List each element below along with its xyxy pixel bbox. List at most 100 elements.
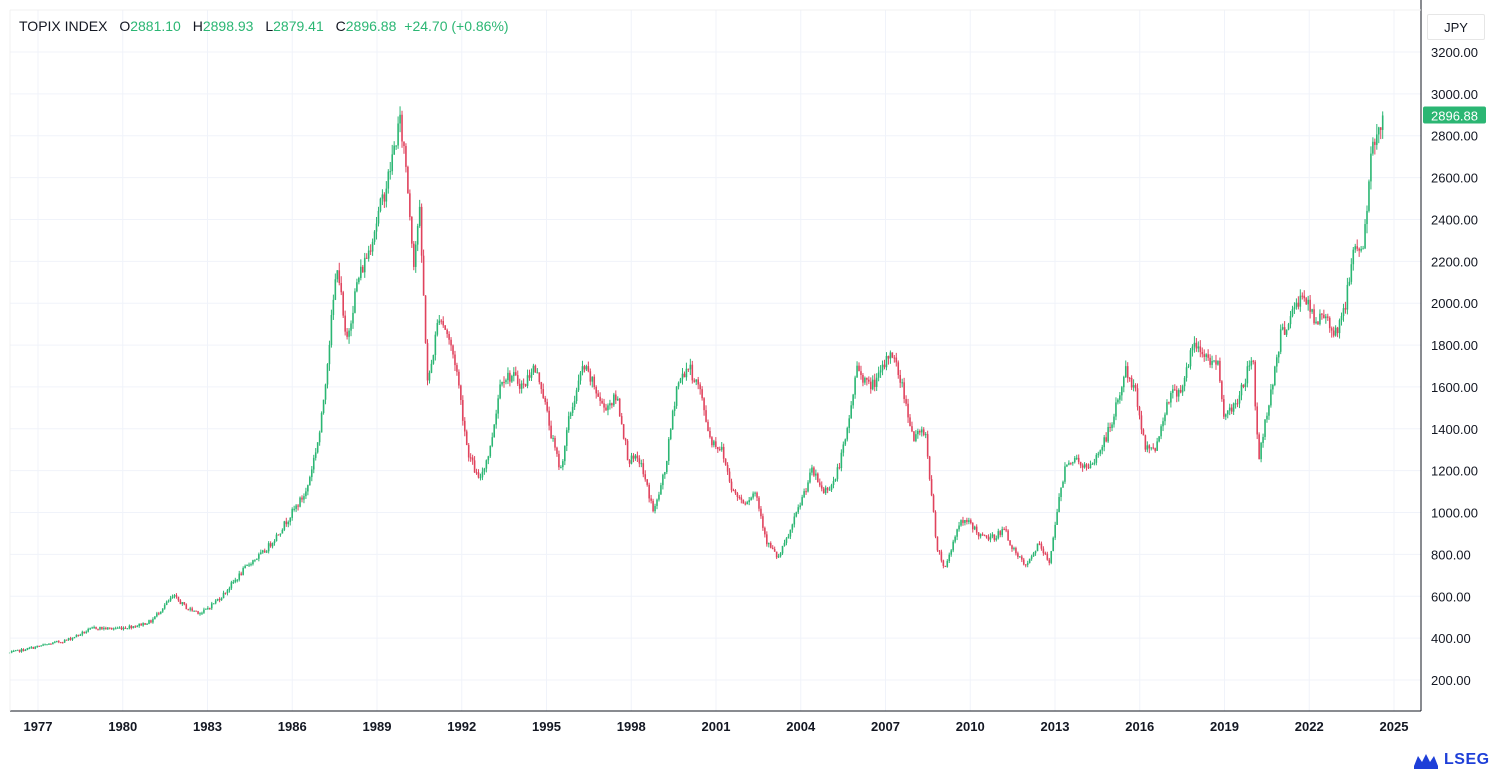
candle-body [1268, 405, 1270, 416]
candle-body [507, 372, 509, 381]
candle-body [1379, 127, 1382, 130]
candle-body [354, 291, 356, 313]
candle-body [632, 455, 635, 459]
candle-body [360, 266, 362, 278]
candle-body [169, 598, 172, 601]
candle-body [1236, 403, 1239, 405]
candle-body [679, 378, 682, 383]
candle-body [866, 377, 868, 380]
candles[interactable] [8, 106, 1384, 654]
candle-body [532, 365, 535, 373]
candle-body [246, 564, 248, 566]
candle-body [136, 626, 139, 628]
candle-body [567, 416, 570, 431]
candle-body [258, 554, 260, 559]
candle-body [144, 623, 146, 625]
candle-body [95, 627, 97, 629]
candle-body [1015, 548, 1017, 554]
candle-body [285, 521, 288, 525]
candle-body [709, 431, 711, 438]
candle-body [940, 551, 943, 561]
candle-body [499, 384, 501, 399]
candle-body [942, 560, 945, 566]
candle-body [503, 382, 505, 384]
candle-body [901, 382, 903, 384]
candle-body [369, 250, 372, 252]
candle-body [554, 437, 556, 448]
candle-body [575, 390, 578, 402]
candle-body [660, 485, 662, 495]
candle-body [1195, 342, 1198, 349]
candle-body [69, 638, 72, 640]
candle-body [1368, 181, 1370, 211]
candle-body [159, 611, 162, 614]
candle-body [273, 541, 276, 543]
candle-body [811, 467, 813, 473]
candle-body [509, 372, 511, 382]
candle-body [822, 488, 825, 494]
currency-selector[interactable]: JPY [1427, 14, 1485, 40]
candle-body [167, 600, 170, 602]
candle-body [1175, 390, 1178, 397]
y-tick-label: 400.00 [1431, 631, 1471, 646]
candle-body [458, 371, 460, 386]
candle-body [1291, 309, 1294, 317]
candle-body [762, 516, 764, 528]
candle-body [836, 467, 839, 480]
candle-body [1315, 321, 1317, 324]
candle-body [1325, 316, 1327, 319]
candle-body [56, 641, 58, 643]
candle-body [1270, 389, 1272, 406]
candle-body [195, 610, 197, 612]
candle-body [1177, 389, 1180, 397]
candle-body [634, 455, 637, 459]
candle-body [110, 627, 113, 629]
candle-body [61, 642, 64, 644]
candle-body [185, 604, 188, 610]
candle-body [613, 394, 615, 406]
candle-body [785, 538, 788, 543]
x-tick-label: 1986 [278, 719, 307, 734]
candle-body [267, 543, 270, 552]
candle-body [1005, 529, 1007, 531]
candle-body [1034, 551, 1037, 554]
candle-body [956, 529, 958, 537]
candle-body [868, 379, 870, 382]
candle-body [1030, 556, 1033, 559]
candle-body [191, 608, 193, 611]
candle-body [381, 194, 384, 199]
x-tick-label: 1995 [532, 719, 561, 734]
candle-body [438, 320, 441, 323]
candle-body [224, 592, 227, 594]
candle-body [1107, 427, 1109, 442]
candle-body [1326, 316, 1329, 318]
candle-body [314, 452, 317, 458]
candle-body [960, 520, 962, 526]
candle-body [1211, 361, 1213, 365]
candle-body [820, 485, 823, 489]
candle-body [834, 479, 837, 481]
candle-body [1042, 548, 1045, 554]
candle-body [373, 231, 376, 242]
candle-body [932, 495, 935, 512]
candle-body [611, 403, 613, 406]
candle-body [540, 382, 543, 390]
candle-body [181, 602, 184, 605]
candle-body [481, 471, 484, 478]
candle-body [565, 430, 568, 446]
candle-body [271, 542, 274, 547]
candle-body [1260, 442, 1262, 460]
candle-body [161, 608, 164, 612]
candle-body [1093, 462, 1096, 464]
candle-body [693, 380, 696, 382]
x-tick-label: 1989 [363, 719, 392, 734]
candle-body [463, 420, 466, 432]
candle-body [838, 467, 841, 469]
candle-body [307, 485, 309, 492]
grid-lines [10, 10, 1421, 711]
last-value-label-bg [1423, 106, 1486, 124]
candle-body [318, 432, 321, 443]
candle-body [77, 634, 80, 636]
